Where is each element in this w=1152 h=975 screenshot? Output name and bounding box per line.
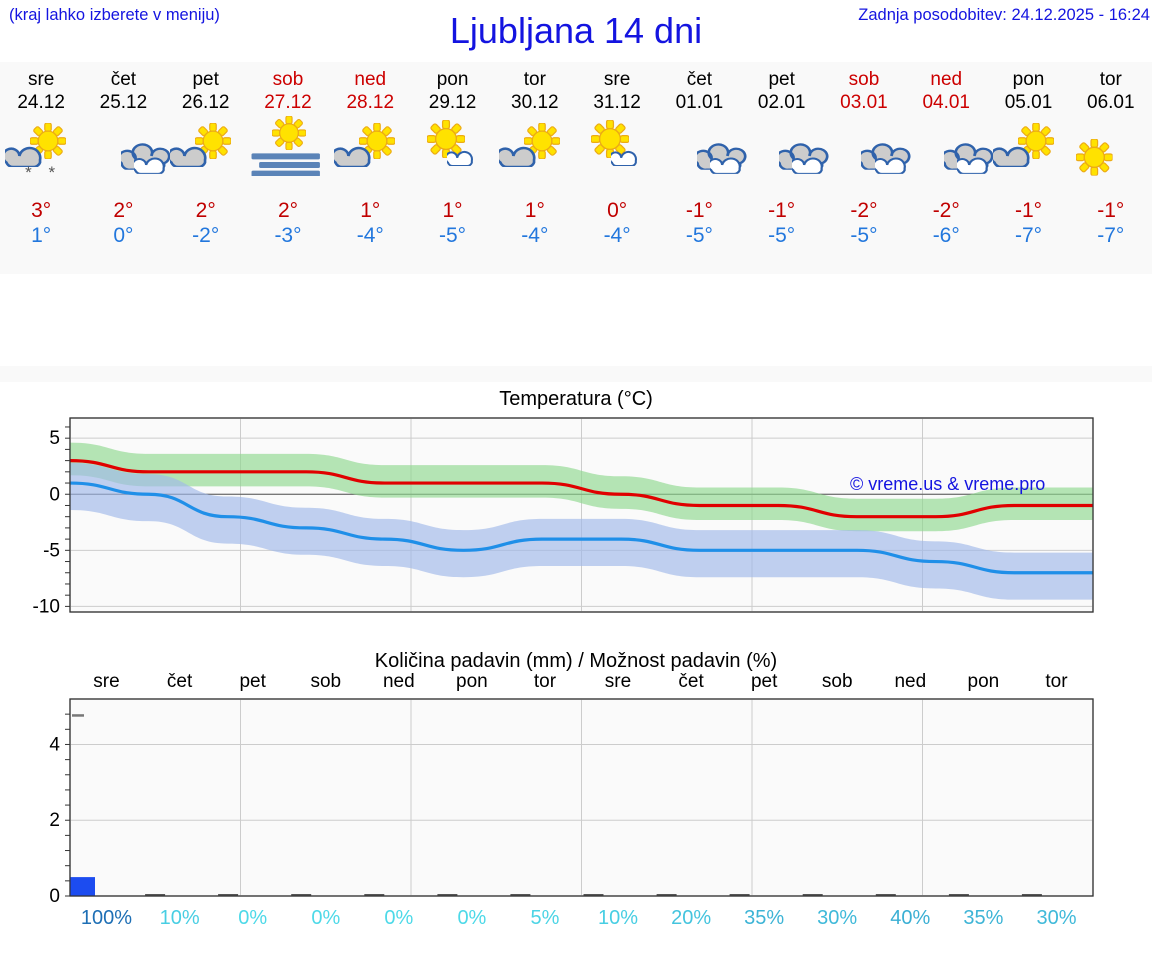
svg-text:sre: sre bbox=[93, 671, 119, 692]
svg-text:10%: 10% bbox=[598, 907, 638, 929]
svg-text:100%: 100% bbox=[81, 907, 132, 929]
svg-text:čet: čet bbox=[678, 671, 704, 692]
svg-text:4: 4 bbox=[49, 734, 60, 755]
svg-text:35%: 35% bbox=[963, 907, 1003, 929]
svg-text:sob: sob bbox=[310, 671, 341, 692]
svg-text:tor: tor bbox=[1045, 671, 1068, 692]
svg-text:tor: tor bbox=[534, 671, 557, 692]
svg-text:0%: 0% bbox=[311, 907, 340, 929]
svg-text:5%: 5% bbox=[531, 907, 560, 929]
svg-text:30%: 30% bbox=[1036, 907, 1076, 929]
svg-text:sob: sob bbox=[822, 671, 853, 692]
svg-text:čet: čet bbox=[167, 671, 193, 692]
svg-text:0%: 0% bbox=[238, 907, 267, 929]
svg-text:sre: sre bbox=[605, 671, 631, 692]
svg-text:35%: 35% bbox=[744, 907, 784, 929]
svg-text:30%: 30% bbox=[817, 907, 857, 929]
svg-text:ned: ned bbox=[383, 671, 415, 692]
svg-text:pet: pet bbox=[239, 671, 266, 692]
svg-text:10%: 10% bbox=[160, 907, 200, 929]
svg-text:ned: ned bbox=[894, 671, 926, 692]
svg-text:0%: 0% bbox=[457, 907, 486, 929]
svg-text:0: 0 bbox=[49, 886, 60, 907]
svg-text:40%: 40% bbox=[890, 907, 930, 929]
svg-text:pon: pon bbox=[456, 671, 488, 692]
svg-text:pet: pet bbox=[751, 671, 778, 692]
svg-text:20%: 20% bbox=[671, 907, 711, 929]
svg-text:2: 2 bbox=[49, 810, 60, 831]
svg-text:pon: pon bbox=[968, 671, 1000, 692]
svg-text:0%: 0% bbox=[384, 907, 413, 929]
